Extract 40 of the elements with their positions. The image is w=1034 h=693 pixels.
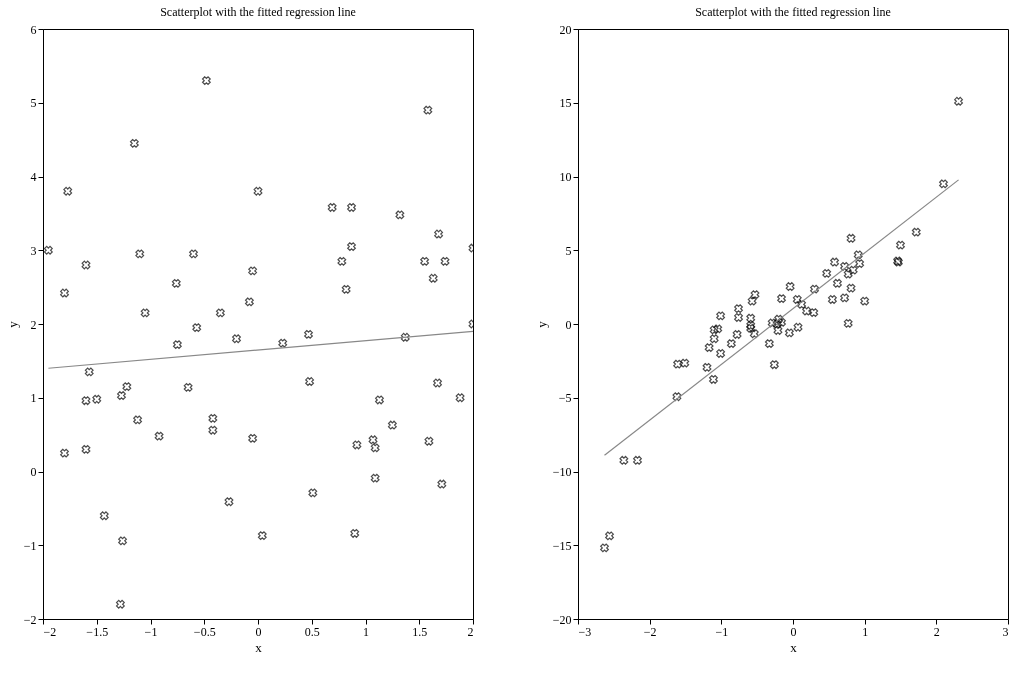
x-axis-title: x xyxy=(255,639,263,655)
y-axis-title: y xyxy=(533,320,549,328)
y-tick-label: 5 xyxy=(30,96,37,111)
y-tick-label: 0 xyxy=(30,465,37,479)
x-tick-label: 0 xyxy=(255,624,262,639)
y-tick-label: 1 xyxy=(30,391,37,406)
x-tick-label: 2 xyxy=(933,624,940,639)
x-tick-label: 0.5 xyxy=(304,624,320,639)
x-tick-label: 3 xyxy=(1002,624,1009,639)
y-tick-label: −20 xyxy=(552,612,572,627)
x-tick-label: −2 xyxy=(643,624,657,639)
chart-title: Scatterplot with the fitted regression line xyxy=(160,5,356,19)
y-tick-label: −15 xyxy=(552,538,572,553)
y-axis-title: y xyxy=(4,320,20,328)
x-tick-label: −3 xyxy=(578,624,592,639)
x-tick-label: 0 xyxy=(790,624,797,639)
x-tick-label: 2 xyxy=(467,624,474,639)
y-tick-label: 0 xyxy=(565,317,572,332)
y-tick-label: −2 xyxy=(23,612,37,627)
y-tick-label: 15 xyxy=(559,96,572,111)
x-tick-label: −1 xyxy=(144,624,158,639)
x-tick-label: 1.5 xyxy=(412,624,428,639)
x-tick-label: −1.5 xyxy=(86,624,109,639)
x-tick-label: −1 xyxy=(715,624,729,639)
y-tick-label: 20 xyxy=(559,22,572,37)
y-tick-label: 4 xyxy=(30,170,37,184)
x-tick-label: 1 xyxy=(363,624,369,639)
y-tick-label: −1 xyxy=(23,538,37,553)
chart-title: Scatterplot with the fitted regression line xyxy=(695,5,891,19)
x-tick-label: −2 xyxy=(43,624,57,639)
y-tick-label: 10 xyxy=(559,170,572,184)
y-tick-label: 6 xyxy=(30,22,37,37)
x-axis-title: x xyxy=(790,639,798,655)
x-tick-label: 1 xyxy=(862,624,869,639)
y-tick-label: −5 xyxy=(558,391,572,406)
y-tick-label: 2 xyxy=(30,317,37,332)
y-tick-label: −10 xyxy=(552,465,572,479)
x-tick-label: −0.5 xyxy=(193,624,216,639)
y-tick-label: 3 xyxy=(30,243,37,258)
y-tick-label: 5 xyxy=(565,243,572,258)
